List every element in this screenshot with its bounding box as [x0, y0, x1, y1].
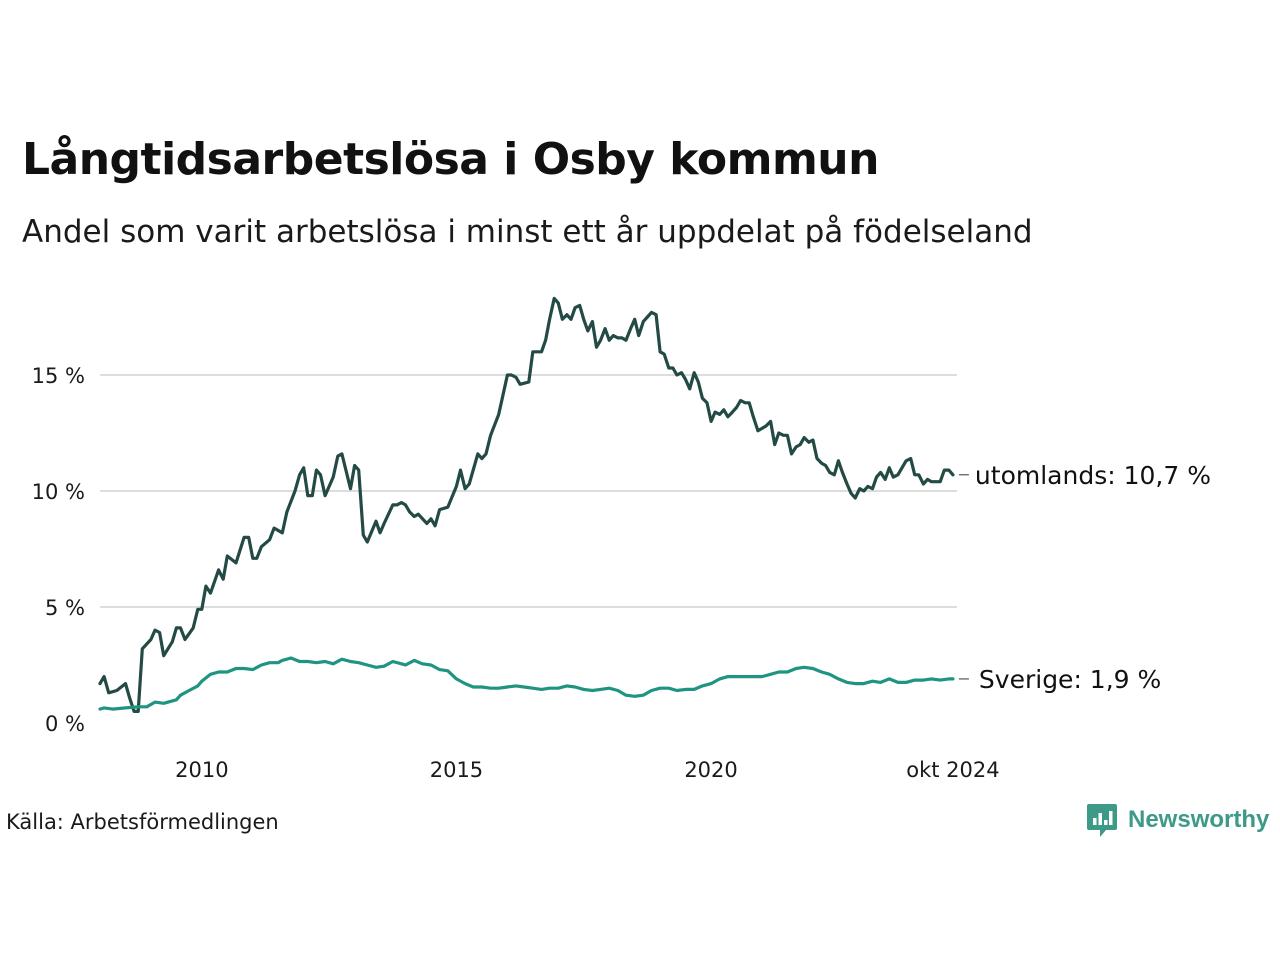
chart-title: Långtidsarbetslösa i Osby kommun [22, 134, 879, 185]
grid-lines [100, 374, 957, 608]
newsworthy-logo-icon [1087, 804, 1117, 837]
x-tick-label: 2010 [175, 758, 228, 782]
series-line-utomlands [98, 296, 955, 713]
y-tick-label: 15 % [32, 364, 85, 388]
brand-logo[interactable]: Newsworthy [1086, 802, 1269, 838]
x-tick-label: 2015 [430, 758, 483, 782]
y-tick-label: 10 % [32, 480, 85, 504]
x-axis-ticks: 2010 2015 2020 okt 2024 [175, 758, 999, 782]
y-tick-label: 0 % [45, 712, 85, 736]
chart-subtitle: Andel som varit arbetslösa i minst ett å… [22, 214, 1033, 250]
end-labels: utomlands: 10,7 % Sverige: 1,9 % [958, 461, 1211, 694]
source-note: Källa: Arbetsförmedlingen [6, 810, 279, 834]
y-axis-ticks: 0 % 5 % 10 % 15 % [32, 364, 85, 736]
y-tick-label: 5 % [45, 596, 85, 620]
brand-name: Newsworthy [1128, 806, 1270, 833]
series-lines [98, 296, 955, 713]
series-line-sverige [98, 656, 955, 711]
x-tick-label: 2020 [684, 758, 737, 782]
x-tick-label: okt 2024 [906, 758, 999, 782]
end-label-utomlands: utomlands: 10,7 % [975, 461, 1211, 490]
end-label-sverige: Sverige: 1,9 % [979, 665, 1161, 694]
